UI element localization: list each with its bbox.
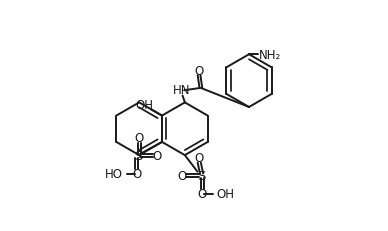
Text: HN: HN (173, 83, 190, 96)
Text: O: O (135, 131, 144, 144)
Text: S: S (134, 149, 142, 162)
Text: S: S (197, 170, 205, 182)
Text: O: O (194, 152, 204, 164)
Text: O: O (197, 188, 207, 201)
Text: O: O (194, 65, 204, 78)
Text: O: O (177, 170, 186, 182)
Text: NH₂: NH₂ (259, 49, 281, 61)
Text: OH: OH (136, 99, 154, 112)
Text: HO: HO (105, 167, 123, 180)
Text: OH: OH (216, 188, 234, 201)
Text: O: O (152, 149, 162, 162)
Text: O: O (132, 167, 141, 180)
